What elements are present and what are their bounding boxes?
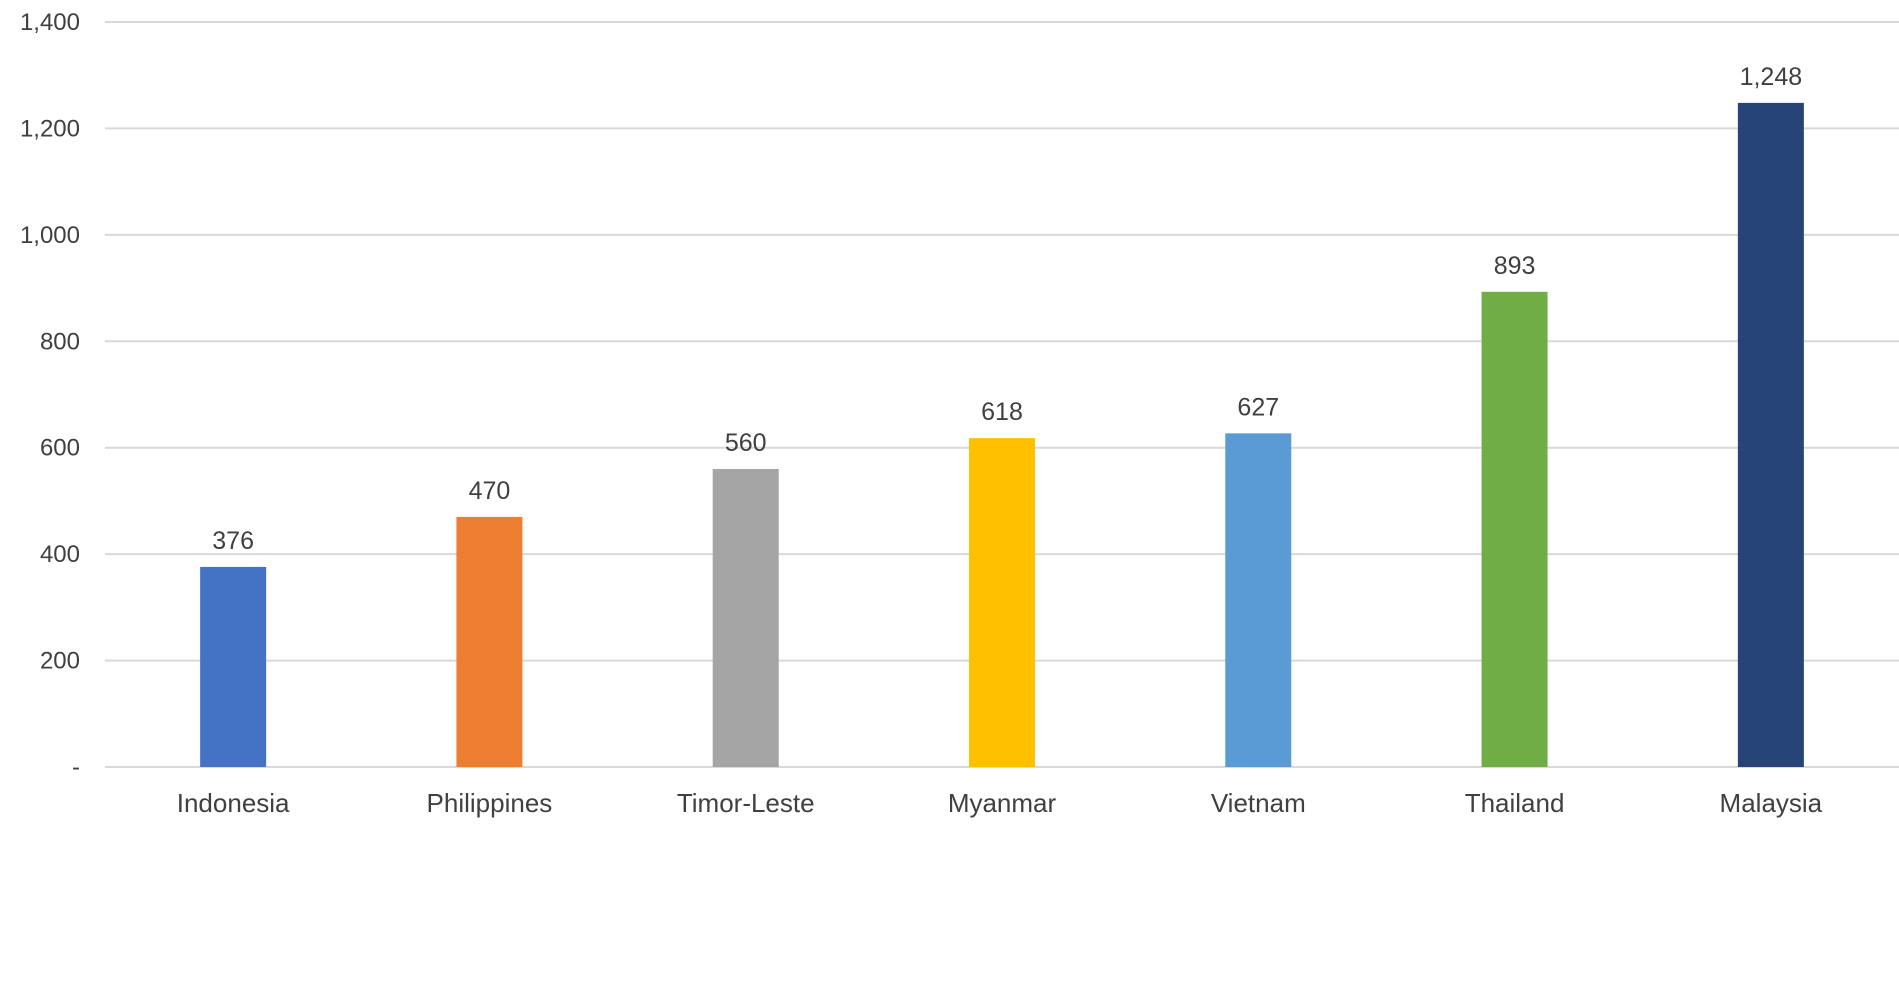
bar-malaysia [1737, 102, 1804, 767]
y-tick-label: 800 [40, 328, 80, 355]
data-label: 627 [1237, 393, 1279, 421]
data-label: 1,248 [1740, 63, 1803, 91]
bar-timor-leste [712, 469, 779, 767]
data-label: 618 [981, 398, 1023, 426]
x-category-label: Malaysia [1720, 788, 1823, 818]
bar-thailand [1481, 291, 1548, 767]
y-tick-label: 600 [40, 435, 80, 462]
bar-indonesia [200, 566, 267, 767]
y-tick-label: - [72, 754, 80, 781]
data-label: 560 [725, 429, 767, 457]
y-axis-tick-labels: - 200 400 600 800 1,000 1,200 1,400 [20, 9, 80, 781]
data-label: 893 [1494, 252, 1536, 280]
x-category-label: Timor-Leste [677, 788, 815, 818]
x-category-label: Philippines [427, 788, 553, 818]
bar-philippines [456, 516, 523, 767]
data-label: 376 [212, 527, 254, 555]
data-labels: 376 470 560 618 627 893 1,248 [212, 63, 1802, 555]
y-tick-label: 200 [40, 648, 80, 675]
bar-vietnam [1225, 433, 1292, 767]
x-category-label: Thailand [1465, 788, 1565, 818]
data-label: 470 [469, 477, 511, 505]
y-tick-label: 1,000 [20, 222, 80, 249]
bars [200, 102, 1804, 767]
bar-myanmar [969, 438, 1035, 767]
y-tick-label: 400 [40, 541, 80, 568]
x-category-label: Vietnam [1211, 788, 1306, 818]
x-category-label: Myanmar [948, 788, 1057, 818]
y-tick-label: 1,400 [20, 9, 80, 36]
y-tick-label: 1,200 [20, 115, 80, 142]
x-category-label: Indonesia [177, 788, 290, 818]
x-axis-category-labels: Indonesia Philippines Timor-Leste Myanmar Vi… [177, 788, 1823, 818]
